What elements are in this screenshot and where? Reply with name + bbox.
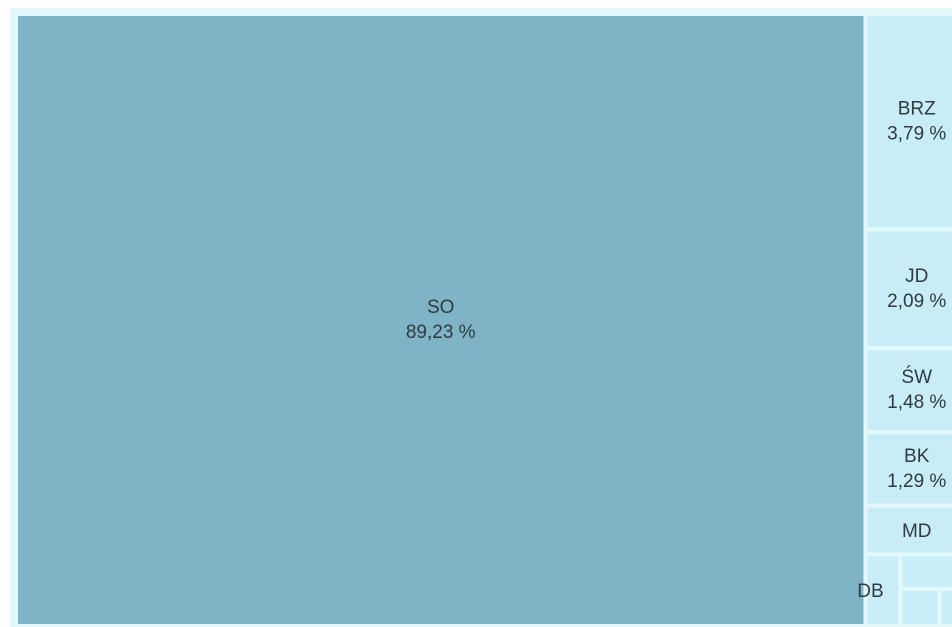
cell-label: SO xyxy=(427,297,454,318)
cell-value-label: 3,79 % xyxy=(887,124,946,145)
treemap-cell xyxy=(867,434,952,504)
treemap-cell xyxy=(867,350,952,431)
cell-value-label: 2,09 % xyxy=(887,291,946,312)
treemap-cell xyxy=(867,16,952,228)
cell-value-label: 1,48 % xyxy=(887,392,946,413)
treemap-cell xyxy=(902,556,952,587)
cell-label: MD xyxy=(902,521,932,542)
treemap-cell xyxy=(18,16,864,624)
treemap-cell xyxy=(867,231,952,347)
treemap-cell xyxy=(941,590,952,624)
treemap-cell xyxy=(867,556,899,624)
cell-value-label: 89,23 % xyxy=(406,322,476,343)
cell-label: BRZ xyxy=(898,99,936,120)
cell-value-label: 1,29 % xyxy=(887,471,946,492)
cell-label: JD xyxy=(905,266,928,287)
cell-label: DB xyxy=(857,581,883,602)
cell-label: BK xyxy=(904,446,930,467)
cell-label: ŚW xyxy=(901,366,932,388)
treemap-cell xyxy=(902,590,938,624)
treemap-cell xyxy=(867,507,952,553)
